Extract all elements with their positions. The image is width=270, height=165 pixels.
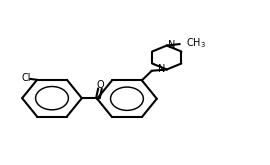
Text: N: N [158, 64, 165, 74]
Text: O: O [96, 81, 104, 90]
Text: CH$_3$: CH$_3$ [186, 36, 206, 50]
Text: N: N [168, 40, 176, 50]
Text: Cl: Cl [21, 73, 31, 83]
